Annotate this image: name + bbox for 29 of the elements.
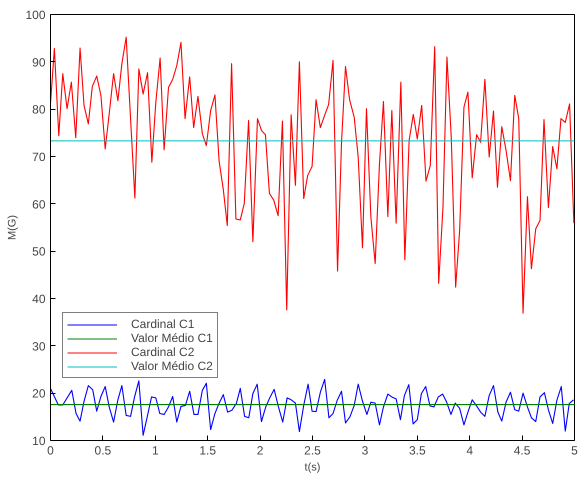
y-tick-label: 20 [32, 386, 46, 401]
x-tick-label: 4.5 [514, 444, 531, 458]
y-axis-title: M(G) [6, 214, 18, 240]
y-tick-label: 70 [32, 150, 46, 164]
line-series [50, 36, 574, 314]
x-tick-label: 2 [256, 444, 264, 458]
y-tick-label: 10 [32, 434, 46, 448]
x-tick-label: 0 [47, 444, 54, 458]
y-tick-label: 50 [32, 244, 46, 259]
x-tick-label: 1 [152, 444, 159, 458]
y-tick-label: 30 [32, 339, 46, 354]
x-tick-label: 3 [362, 444, 369, 458]
legend-label: Valor Médio C1 [131, 331, 213, 345]
x-tick-label: 3.5 [408, 444, 426, 458]
y-tick-label: 40 [32, 292, 46, 306]
x-tick-label: 1.5 [199, 444, 216, 458]
line-series [50, 378, 574, 436]
y-tick-label: 90 [32, 55, 46, 70]
y-tick-label: 100 [25, 8, 46, 22]
legend-label: Cardinal C1 [131, 317, 194, 331]
x-tick-label: 4 [466, 444, 474, 458]
x-tick-label: 0.5 [94, 444, 112, 458]
y-tick-label: 60 [32, 197, 46, 212]
x-tick-label: 5 [571, 444, 578, 458]
x-tick-label: 2.5 [304, 444, 322, 458]
legend-label: Cardinal C2 [131, 345, 194, 359]
legend-label: Valor Médio C2 [131, 359, 213, 373]
x-axis-title: t(s) [304, 462, 320, 474]
y-tick-label: 80 [32, 102, 46, 117]
